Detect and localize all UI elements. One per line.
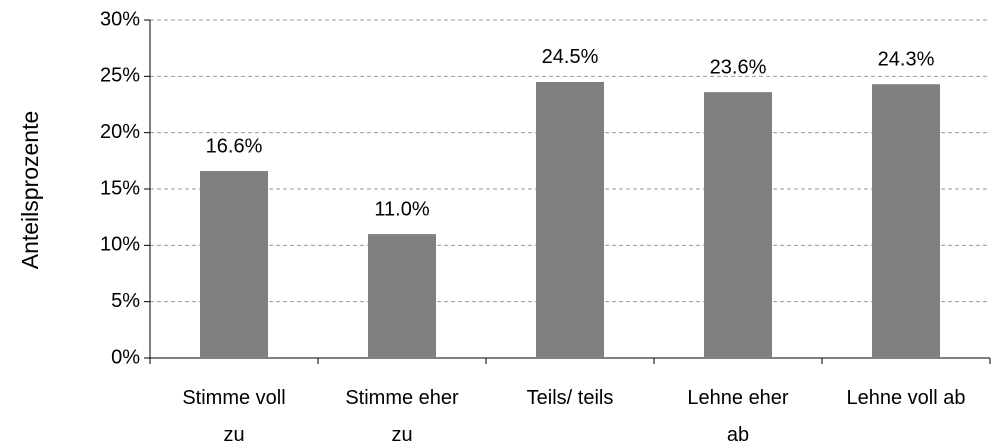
y-axis-label: Anteilsprozente xyxy=(17,111,43,270)
y-tick-label: 25% xyxy=(100,65,140,87)
bar xyxy=(536,81,604,358)
x-tick-label: Lehne eher ab xyxy=(687,387,789,445)
x-tick-label: Stimme voll zu xyxy=(182,387,286,445)
x-tick-label: Lehne voll ab xyxy=(846,387,966,409)
y-tick-label: 5% xyxy=(111,290,140,312)
x-tick-label: Stimme eher zu xyxy=(345,387,459,445)
bar xyxy=(704,92,772,359)
bar xyxy=(200,170,268,358)
bar xyxy=(872,84,940,358)
data-label: 24.5% xyxy=(542,46,599,68)
y-tick-label: 30% xyxy=(100,8,140,30)
y-tick-label: 0% xyxy=(111,346,140,368)
x-tick-label: Teils/ teils xyxy=(526,387,614,409)
y-tick-label: 20% xyxy=(100,121,140,143)
data-label: 16.6% xyxy=(206,135,263,157)
y-tick-label: 10% xyxy=(100,234,140,256)
data-label: 24.3% xyxy=(878,49,935,71)
y-tick-label: 15% xyxy=(100,177,140,199)
data-label: 23.6% xyxy=(710,56,767,78)
bar xyxy=(368,234,436,358)
data-label: 11.0% xyxy=(374,198,429,220)
